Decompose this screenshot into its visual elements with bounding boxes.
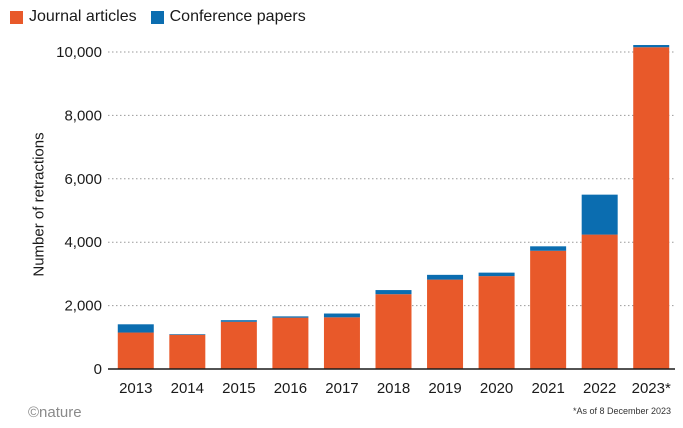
bar-journal [375,294,412,369]
x-tick-label: 2017 [325,380,358,397]
bar-conference [375,290,412,295]
x-tick-label: 2015 [222,380,255,397]
legend-label-conference: Conference papers [169,8,306,25]
bar-conference [272,316,309,318]
legend-swatch-conference [150,10,164,24]
bar-journal [220,321,257,369]
bar-conference [169,334,206,335]
x-tick-label: 2020 [480,380,513,397]
y-tick-label: 2,000 [64,298,102,315]
bar-conference [633,45,670,48]
y-tick-label: 4,000 [64,234,102,251]
x-tick-label: 2013 [119,380,152,397]
y-tick-label: 0 [94,361,102,378]
bar-conference [323,313,360,318]
legend-label-journal: Journal articles [29,8,137,25]
x-tick-label: 2023* [632,380,671,397]
legend-swatch-journal [10,10,23,24]
x-tick-label: 2022 [583,380,616,397]
nature-credit: ©nature [28,404,82,421]
legend-item-journal: Journal articles [10,8,137,26]
bar-journal [427,279,464,369]
x-tick-label: 2016 [274,380,307,397]
y-tick-label: 10,000 [56,44,102,61]
bar-journal [633,47,670,370]
footnote: *As of 8 December 2023 [572,406,671,416]
legend: Journal articles Conference papers [10,8,306,26]
bar-conference [581,194,618,235]
x-tick-label: 2021 [531,380,564,397]
y-tick-label: 6,000 [64,171,102,188]
x-tick-label: 2019 [428,380,461,397]
bar-journal [117,332,154,369]
bar-journal [169,334,206,369]
bar-conference [530,246,567,251]
x-tick-label: 2014 [171,380,204,397]
bar-journal [581,234,618,369]
x-tick-label: 2018 [377,380,410,397]
bar-journal [272,317,309,369]
bar-journal [530,250,567,369]
bar-conference [220,320,257,322]
bar-conference [117,324,154,333]
bar-conference [478,272,515,277]
y-tick-label: 8,000 [64,107,102,124]
legend-item-conference: Conference papers [150,8,306,26]
bar-conference [427,274,464,280]
bar-journal [478,276,515,369]
bar-journal [323,317,360,369]
